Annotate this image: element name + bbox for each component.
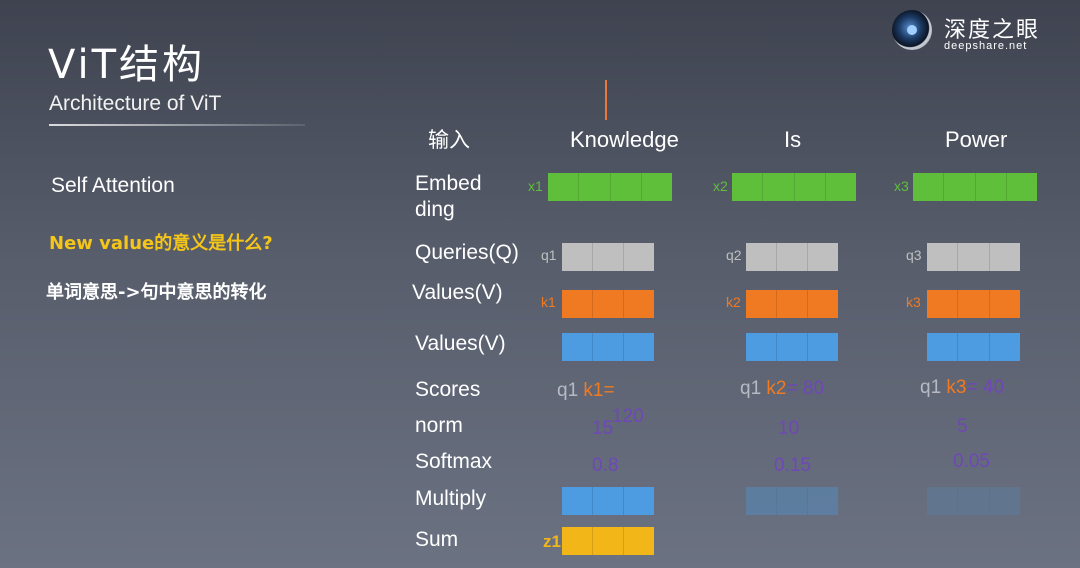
query-label: q3: [906, 247, 922, 263]
key-label: k1: [541, 294, 556, 310]
softmax-value: 0.8: [592, 455, 619, 476]
pointer-line: [605, 80, 607, 120]
column-word-power: Power: [945, 127, 1008, 152]
key-label: k3: [906, 294, 921, 310]
section-heading: Self Attention: [51, 174, 175, 197]
row-label-scores: Scores: [415, 378, 481, 401]
weighted-value-vector: [562, 487, 654, 515]
embedding-label: x2: [713, 178, 728, 194]
column-word-knowledge: Knowledge: [570, 127, 679, 152]
value-vector: [562, 333, 654, 361]
score-value: 120: [612, 406, 644, 427]
query-vector: [927, 243, 1020, 271]
sum-vector: [562, 527, 654, 555]
score-expression: q1 k3= 40: [920, 377, 1004, 399]
norm-value: 5: [957, 416, 968, 437]
query-vector: [746, 243, 838, 271]
logo-eye-icon: [907, 25, 917, 35]
query-label: q1: [541, 247, 557, 263]
score-expression: q1 k2= 80: [740, 378, 824, 400]
value-vector: [927, 333, 1020, 361]
key-label: k2: [726, 294, 741, 310]
query-vector: [562, 243, 654, 271]
row-label-values-2: Values(V): [415, 332, 506, 355]
score-query: q1: [740, 378, 762, 399]
row-label-values-1: Values(V): [412, 281, 503, 304]
row-label-multiply: Multiply: [415, 487, 487, 510]
score-key: k3: [946, 377, 967, 398]
row-label-queries: Queries(Q): [415, 241, 519, 264]
key-vector: [562, 290, 654, 318]
row-label-sum: Sum: [415, 528, 459, 551]
row-label-softmax: Softmax: [415, 450, 493, 473]
embedding-vector: [732, 173, 856, 201]
embedding-vector: [913, 173, 1037, 201]
embedding-label: x3: [894, 178, 909, 194]
weighted-value-vector: [746, 487, 838, 515]
sum-label: z1: [543, 532, 561, 551]
score-expression: q1 k1=: [557, 380, 615, 402]
answer-text: 单词意思->句中意思的转化: [46, 282, 267, 303]
score-equals: = 80: [786, 378, 825, 399]
column-word-is: Is: [784, 127, 802, 152]
score-equals: =: [603, 380, 615, 401]
value-vector: [746, 333, 838, 361]
title-underline: [49, 124, 305, 126]
score-equals: = 40: [966, 377, 1005, 398]
question-text: New value的意义是什么?: [49, 233, 273, 254]
key-vector: [746, 290, 838, 318]
norm-value: 10: [778, 418, 800, 439]
row-label-embedding: Embed ding: [415, 172, 482, 221]
brand-name-en: deepshare.net: [944, 40, 1028, 52]
softmax-value: 0.05: [953, 451, 990, 472]
row-label-input: 输入: [428, 129, 470, 152]
embedding-label: x1: [528, 178, 543, 194]
weighted-value-vector: [927, 487, 1020, 515]
score-key: k2: [766, 378, 787, 399]
page-subtitle: Architecture of ViT: [49, 92, 222, 115]
row-label-norm: norm: [415, 414, 463, 437]
softmax-value: 0.15: [774, 455, 811, 476]
score-query: q1: [920, 377, 942, 398]
page-title: ViT结构: [48, 42, 206, 88]
key-vector: [927, 290, 1020, 318]
score-query: q1: [557, 380, 579, 401]
score-key: k1: [583, 380, 604, 401]
query-label: q2: [726, 247, 742, 263]
norm-value: 15: [592, 418, 614, 439]
brand-name-cn: 深度之眼: [944, 18, 1041, 43]
embedding-vector: [548, 173, 672, 201]
